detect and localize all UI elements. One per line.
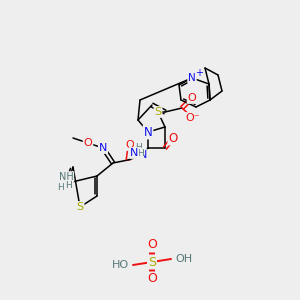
Text: N: N [139, 150, 147, 160]
Text: N: N [144, 125, 152, 139]
Text: O: O [147, 238, 157, 251]
Text: H: H [64, 181, 71, 190]
Text: O: O [188, 93, 196, 103]
Text: N: N [99, 143, 107, 153]
Text: OH: OH [175, 254, 192, 264]
Text: O: O [168, 131, 178, 145]
Text: O: O [84, 138, 92, 148]
Text: O: O [126, 140, 134, 150]
Text: HO: HO [112, 260, 129, 270]
Text: N: N [130, 148, 138, 158]
Text: S: S [154, 107, 162, 117]
Text: H: H [136, 148, 143, 158]
Text: N: N [64, 178, 72, 188]
Text: S: S [76, 202, 84, 212]
Text: O: O [147, 272, 157, 286]
Text: NH: NH [58, 172, 74, 182]
Text: O⁻: O⁻ [186, 113, 200, 123]
Text: S: S [148, 256, 156, 268]
Text: +: + [195, 68, 203, 78]
Text: H: H [58, 182, 64, 191]
Text: H: H [135, 142, 141, 152]
Text: N: N [188, 73, 196, 83]
